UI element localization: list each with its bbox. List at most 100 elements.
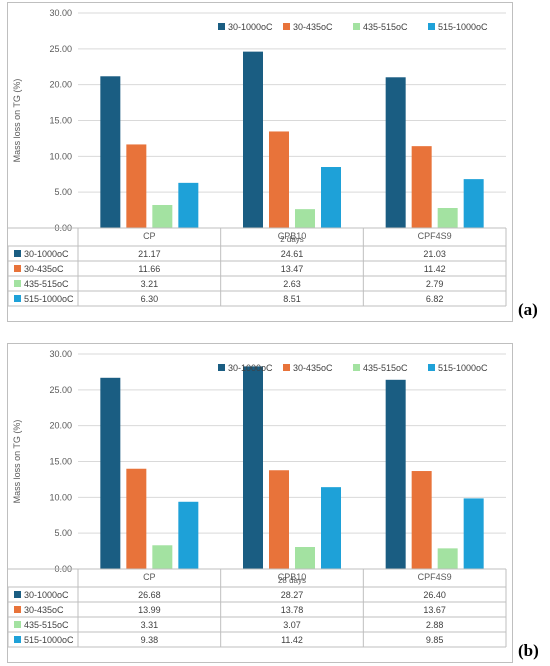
legend-swatch	[353, 364, 360, 371]
data-label: 13.47	[281, 264, 304, 274]
data-label: 11.42	[424, 264, 446, 274]
bar-30435oC-CPB10	[269, 470, 289, 569]
table-row-label: 30-1000oC	[24, 249, 69, 259]
data-label: 3.21	[141, 279, 159, 289]
bar-435515oC-CPF4S9	[437, 208, 458, 228]
y-tick-label: 30.00	[49, 8, 72, 18]
bar-301000oC-CPB10	[243, 51, 263, 229]
bar-301000oC-CP	[100, 377, 121, 569]
bar-30435oC-CPF4S9	[411, 471, 432, 569]
y-tick-label: 10.00	[49, 151, 72, 161]
legend-label: 515-1000oC	[438, 363, 488, 373]
bar-301000oC-CP	[100, 76, 121, 228]
data-label: 11.66	[138, 264, 160, 274]
data-label: 8.51	[283, 294, 301, 304]
data-label: 2.88	[426, 620, 444, 630]
data-label: 13.78	[281, 605, 304, 615]
legend-swatch	[428, 23, 435, 30]
category-label: CPF4S9	[418, 231, 452, 241]
data-label: 6.30	[141, 294, 159, 304]
legend-label: 30-435oC	[293, 22, 333, 32]
bar-30435oC-CP	[126, 468, 147, 569]
table-legend-swatch	[14, 250, 21, 257]
category-label: CPB10	[278, 231, 307, 241]
x-axis-title: 28 days	[278, 576, 306, 585]
data-label: 9.38	[141, 635, 159, 645]
data-label: 28.27	[281, 590, 304, 600]
bar-301000oC-CPB10	[243, 366, 263, 569]
y-tick-label: 30.00	[49, 349, 72, 359]
category-label: CPB10	[278, 572, 307, 582]
table-row-label: 30-435oC	[24, 605, 64, 615]
table-legend-swatch	[14, 636, 21, 643]
chart-panel-b: 0.00 5.00 10.00 15.00 20.00 25.00 30.00 Mass lo…	[7, 343, 513, 663]
legend-swatch	[218, 23, 225, 30]
legend-label: 30-435oC	[293, 363, 333, 373]
panel-label-a: (a)	[518, 300, 538, 319]
bar-5151000oC-CPB10	[321, 487, 341, 569]
panel-label-b: (b)	[518, 641, 539, 660]
chart-panel-a: 0.00 5.00 10.00 15.00 20.00 25.00 30.00 Mass lo…	[7, 2, 513, 322]
y-tick-label: 25.00	[49, 44, 72, 54]
bar-435515oC-CP	[152, 545, 173, 569]
data-label: 13.99	[138, 605, 161, 615]
data-label: 9.85	[426, 635, 444, 645]
data-label: 13.67	[423, 605, 446, 615]
bar-435515oC-CP	[152, 204, 173, 228]
category-label: CP	[143, 231, 156, 241]
bar-5151000oC-CPF4S9	[463, 498, 484, 569]
y-tick-label: 5.00	[54, 187, 72, 197]
legend-label: 435-515oC	[363, 363, 408, 373]
table-legend-swatch	[14, 265, 21, 272]
data-label: 2.63	[283, 279, 301, 289]
bar-435515oC-CPF4S9	[437, 548, 458, 569]
data-label: 2.79	[426, 279, 444, 289]
data-label: 21.03	[423, 249, 446, 259]
table-row-label: 30-1000oC	[24, 590, 69, 600]
y-axis-title: Mass loss on TG (%)	[12, 420, 22, 504]
bar-435515oC-CPB10	[295, 546, 315, 569]
legend-swatch	[353, 23, 360, 30]
data-label: 21.17	[138, 249, 161, 259]
y-axis-title: Mass loss on TG (%)	[12, 79, 22, 163]
data-label: 26.40	[423, 590, 446, 600]
table-legend-swatch	[14, 280, 21, 287]
table-row-label: 30-435oC	[24, 264, 64, 274]
data-label: 24.61	[281, 249, 304, 259]
y-tick-label: 20.00	[49, 421, 72, 431]
legend-swatch	[218, 364, 225, 371]
data-label: 3.07	[283, 620, 301, 630]
y-tick-label: 15.00	[49, 457, 72, 467]
category-label: CP	[143, 572, 156, 582]
bar-30435oC-CP	[126, 144, 147, 228]
bar-30435oC-CPF4S9	[411, 146, 432, 228]
category-label: CPF4S9	[418, 572, 452, 582]
bar-30435oC-CPB10	[269, 131, 289, 228]
legend-swatch	[428, 364, 435, 371]
bar-301000oC-CPF4S9	[385, 379, 406, 569]
legend-label: 30-1000oC	[228, 363, 273, 373]
legend-label: 30-1000oC	[228, 22, 273, 32]
legend-label: 435-515oC	[363, 22, 408, 32]
bar-435515oC-CPB10	[295, 209, 315, 228]
table-legend-swatch	[14, 621, 21, 628]
y-tick-label: 25.00	[49, 385, 72, 395]
y-tick-label: 20.00	[49, 80, 72, 90]
legend-label: 515-1000oC	[438, 22, 488, 32]
legend-swatch	[283, 364, 290, 371]
y-tick-label: 10.00	[49, 492, 72, 502]
table-legend-swatch	[14, 591, 21, 598]
bar-5151000oC-CP	[178, 182, 199, 228]
data-label: 6.82	[426, 294, 444, 304]
table-row-label: 435-515oC	[24, 620, 69, 630]
table-legend-swatch	[14, 295, 21, 302]
table-legend-swatch	[14, 606, 21, 613]
legend-swatch	[283, 23, 290, 30]
bar-5151000oC-CPB10	[321, 167, 341, 228]
y-tick-label: 5.00	[54, 528, 72, 538]
data-label: 11.42	[281, 635, 303, 645]
x-axis-title: 2 days	[280, 235, 304, 244]
data-label: 3.31	[141, 620, 159, 630]
table-row-label: 515-1000oC	[24, 294, 74, 304]
